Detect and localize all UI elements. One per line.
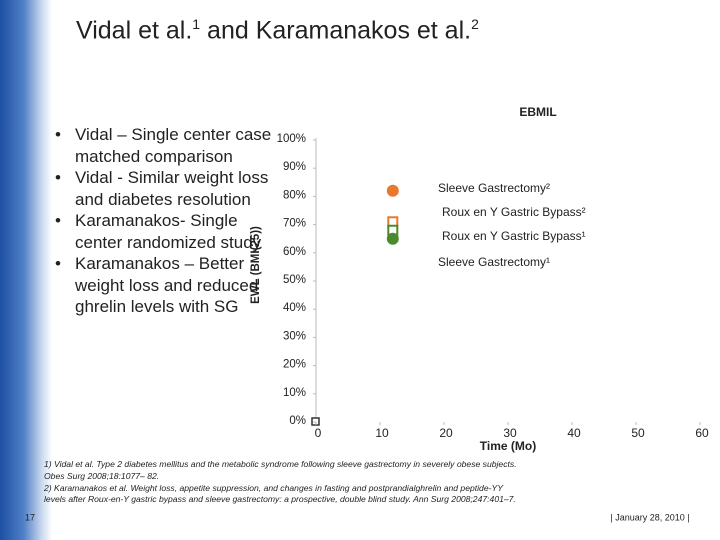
y-tick-label: 100% [277, 133, 306, 145]
footnote: Obes Surg 2008;18:1077– 82. [44, 471, 160, 481]
point [386, 184, 399, 197]
y-tick-label: 70% [283, 218, 306, 230]
title-sup: 2 [471, 16, 479, 32]
chart-title: EBMIL [519, 105, 556, 119]
bullet: Karamanakos – Better weight loss and red… [55, 253, 275, 318]
bullet-list: Vidal – Single center case matched compa… [55, 124, 275, 318]
series-label: Roux en Y Gastric Bypass¹ [442, 229, 586, 243]
series-label: Roux en Y Gastric Bypass² [442, 205, 586, 219]
x-tick-label: 50 [631, 426, 645, 440]
x-tick-label: 30 [503, 426, 517, 440]
y-tick-label: 80% [283, 189, 306, 201]
y-axis-label: EWL (BMI(25)) [250, 226, 262, 304]
series-label: Sleeve Gastrectomy² [438, 181, 550, 195]
title-text: Vidal et al. [76, 16, 193, 45]
y-tick-label: 0% [289, 415, 306, 427]
x-tick-label: 60 [695, 426, 709, 440]
bullet: Vidal – Single center case matched compa… [55, 124, 275, 167]
x-tick-label: 40 [567, 426, 581, 440]
x-axis-label: Time (Mo) [480, 439, 536, 453]
y-tick-label: 40% [283, 302, 306, 314]
bullet: Karamanakos- Single center randomized st… [55, 210, 275, 253]
footnote: levels after Roux-en-Y gastric bypass an… [44, 494, 516, 504]
footnote: 2) Karamanakos et al. Weight loss, appet… [44, 483, 503, 493]
title-text: and Karamanakos et al. [200, 16, 472, 45]
y-tick-label: 50% [283, 274, 306, 286]
x-tick-label: 10 [375, 426, 389, 440]
side-bar [0, 0, 52, 540]
y-tick-label: 60% [283, 246, 306, 258]
x-tick-label: 20 [439, 426, 453, 440]
y-tick-label: 30% [283, 330, 306, 342]
series-label: Sleeve Gastrectomy¹ [438, 255, 550, 269]
y-tick-label: 90% [283, 161, 306, 173]
y-tick-label: 20% [283, 359, 306, 371]
slide-title: Vidal et al.1 and Karamanakos et al.2 [76, 16, 479, 45]
point [386, 232, 399, 245]
bullet: Vidal - Similar weight loss and diabetes… [55, 167, 275, 210]
x-tick-label: 0 [315, 426, 322, 440]
page-number: 17 [25, 512, 35, 522]
footnote: 1) Vidal et al. Type 2 diabetes mellitus… [44, 459, 517, 469]
y-tick-label: 10% [283, 387, 306, 399]
title-sup: 1 [192, 16, 201, 32]
footer-date: | January 28, 2010 | [610, 512, 689, 522]
